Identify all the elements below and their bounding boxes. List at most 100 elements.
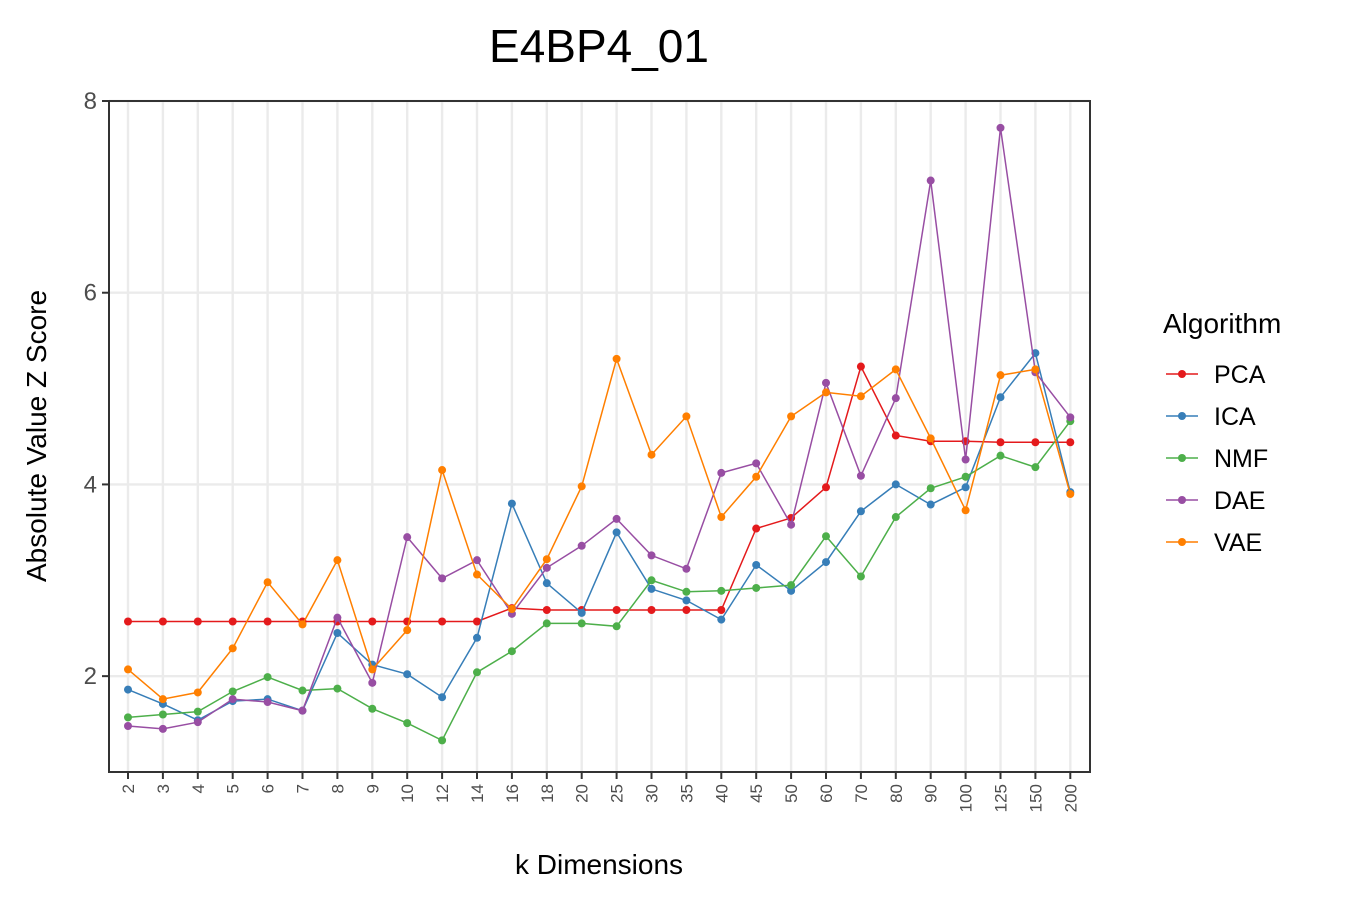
data-point-dae bbox=[961, 455, 970, 464]
data-point-nmf bbox=[298, 686, 307, 695]
data-point-dae bbox=[717, 468, 726, 477]
data-point-dae bbox=[612, 514, 621, 523]
axis-ticks bbox=[102, 100, 1072, 779]
data-point-dae bbox=[682, 564, 691, 573]
data-point-dae bbox=[228, 695, 237, 704]
x-axis-tick-label: 3 bbox=[154, 784, 173, 793]
data-point-dae bbox=[752, 459, 761, 468]
x-axis-tick-label: 5 bbox=[224, 784, 243, 793]
data-point-pca bbox=[856, 362, 865, 371]
data-point-nmf bbox=[891, 513, 900, 522]
data-point-vae bbox=[717, 513, 726, 522]
data-point-pca bbox=[368, 617, 377, 626]
data-point-dae bbox=[891, 394, 900, 403]
data-point-dae bbox=[787, 520, 796, 529]
data-point-nmf bbox=[577, 619, 586, 628]
x-axis-tick-labels: 2 3 4 5 6 7 8 9 10 12 14 16 18 20 25 30 35 40 45 50 60 70 80 90… bbox=[119, 784, 1080, 812]
y-axis-tick-label: 8 bbox=[84, 88, 97, 115]
y-axis-tick-label: 4 bbox=[84, 471, 97, 498]
data-point-nmf bbox=[438, 736, 447, 745]
data-point-nmf bbox=[1031, 463, 1040, 472]
legend-label-pca: PCA bbox=[1214, 361, 1266, 389]
chart-title: E4BP4_01 bbox=[489, 20, 709, 72]
data-point-dae bbox=[368, 678, 377, 687]
data-point-vae bbox=[752, 472, 761, 481]
grid bbox=[109, 99, 1090, 772]
data-point-dae bbox=[263, 698, 272, 707]
data-point-pca bbox=[263, 617, 272, 626]
data-point-ica bbox=[124, 685, 132, 694]
x-axis-tick-label: 9 bbox=[363, 784, 382, 793]
x-axis-tick-label: 200 bbox=[1061, 784, 1080, 812]
data-point-nmf bbox=[647, 576, 656, 585]
data-point-vae bbox=[682, 412, 691, 421]
legend: Algorithm PCA ICA NMF DAE VAE bbox=[1163, 308, 1281, 557]
data-point-vae bbox=[158, 695, 167, 704]
data-point-vae bbox=[473, 570, 481, 579]
data-point-nmf bbox=[193, 707, 202, 716]
data-point-dae bbox=[926, 176, 935, 185]
x-axis-tick-label: 10 bbox=[398, 784, 417, 803]
data-point-nmf bbox=[996, 451, 1005, 460]
data-point-ica bbox=[612, 528, 621, 537]
legend-key-point-ica bbox=[1178, 412, 1186, 420]
data-point-pca bbox=[473, 617, 481, 626]
y-axis-tick-labels: 2 4 6 8 bbox=[84, 88, 97, 690]
data-point-vae bbox=[507, 605, 516, 614]
x-axis-tick-label: 125 bbox=[992, 784, 1011, 812]
x-axis-tick-label: 8 bbox=[328, 784, 347, 793]
x-axis-tick-label: 80 bbox=[887, 784, 906, 803]
series-layer bbox=[124, 123, 1075, 745]
x-axis-title: k Dimensions bbox=[515, 849, 683, 880]
data-point-pca bbox=[1066, 438, 1075, 447]
data-point-pca bbox=[612, 606, 621, 615]
data-point-vae bbox=[228, 644, 237, 653]
data-point-ica bbox=[787, 586, 796, 595]
data-point-nmf bbox=[507, 647, 516, 656]
data-point-ica bbox=[473, 633, 481, 642]
data-point-dae bbox=[124, 721, 132, 730]
x-axis-tick-label: 45 bbox=[747, 784, 766, 803]
data-point-vae bbox=[647, 450, 656, 459]
data-point-ica bbox=[891, 480, 900, 489]
x-axis-tick-label: 12 bbox=[433, 784, 452, 803]
data-point-dae bbox=[333, 613, 342, 622]
data-point-dae bbox=[473, 556, 481, 565]
data-point-dae bbox=[996, 123, 1005, 132]
data-point-pca bbox=[822, 483, 830, 492]
data-point-pca bbox=[891, 431, 900, 440]
x-axis-tick-label: 6 bbox=[259, 784, 278, 793]
x-axis-tick-label: 4 bbox=[189, 784, 208, 793]
data-point-vae bbox=[263, 578, 272, 587]
data-point-dae bbox=[822, 378, 830, 387]
x-axis-tick-label: 60 bbox=[817, 784, 836, 803]
panel-border bbox=[108, 100, 1091, 773]
data-point-vae bbox=[1031, 365, 1040, 374]
data-point-dae bbox=[647, 551, 656, 560]
data-point-ica bbox=[682, 596, 691, 605]
data-point-ica bbox=[403, 670, 412, 679]
data-point-nmf bbox=[228, 687, 237, 696]
data-point-dae bbox=[577, 541, 586, 550]
y-axis-tick-label: 2 bbox=[84, 663, 97, 690]
data-point-dae bbox=[298, 706, 307, 715]
data-point-nmf bbox=[473, 668, 481, 677]
data-point-vae bbox=[856, 392, 865, 401]
data-point-ica bbox=[647, 584, 656, 593]
data-point-pca bbox=[996, 438, 1005, 447]
x-axis-tick-label: 90 bbox=[922, 784, 941, 803]
data-point-nmf bbox=[856, 572, 865, 581]
legend-key-point-vae bbox=[1178, 538, 1186, 546]
data-point-dae bbox=[403, 533, 412, 542]
legend-label-dae: DAE bbox=[1214, 487, 1265, 515]
data-point-dae bbox=[542, 563, 551, 572]
data-point-vae bbox=[193, 688, 202, 697]
data-point-vae bbox=[368, 665, 377, 674]
x-axis-tick-label: 14 bbox=[468, 784, 487, 803]
legend-label-ica: ICA bbox=[1214, 403, 1256, 431]
data-point-dae bbox=[856, 471, 865, 480]
data-point-nmf bbox=[612, 622, 621, 631]
series-line-dae bbox=[127, 127, 1071, 730]
data-point-nmf bbox=[368, 704, 377, 713]
